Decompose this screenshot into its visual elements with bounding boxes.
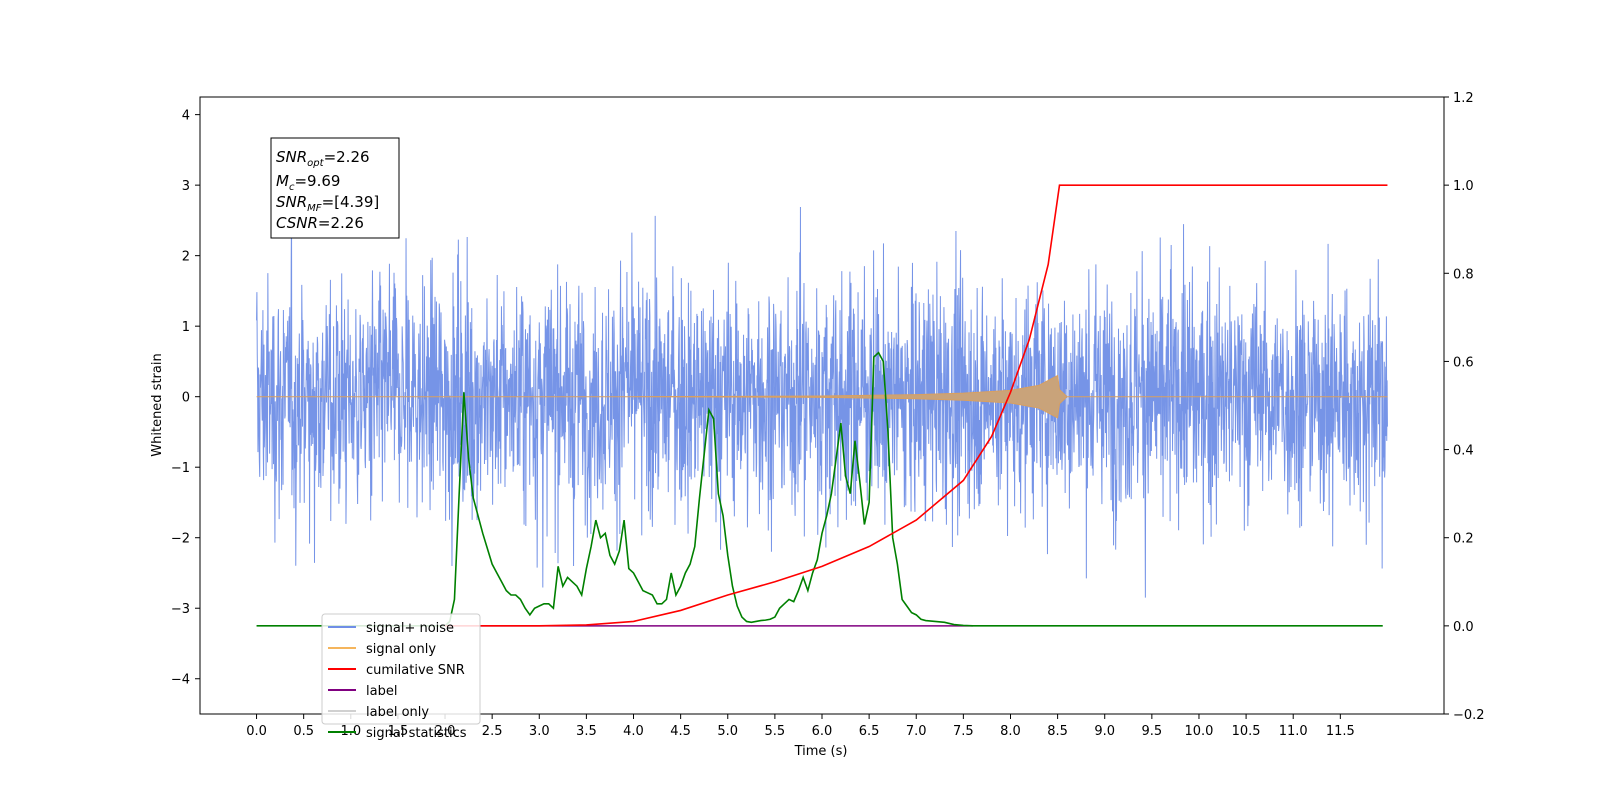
series-signal-noise-line	[256, 207, 1388, 598]
x-tick-label: 6.0	[812, 724, 833, 739]
x-tick-label: 10.0	[1184, 724, 1213, 739]
legend-entry-label: signal+ noise	[366, 621, 454, 636]
x-tick-label: 2.0	[435, 724, 456, 739]
left-y-tick-label: 0	[182, 391, 190, 406]
legend-entry-label: signal statistics	[366, 726, 467, 741]
x-tick-label: 5.0	[717, 724, 738, 739]
right-y-tick-label: 1.0	[1453, 179, 1474, 194]
legend-entry-label: cumilative SNR	[366, 663, 465, 678]
annotation-snr-opt: SNRopt=2.26	[276, 148, 370, 169]
annotation-snr-mf: SNRMF=[4.39]	[276, 193, 379, 214]
left-y-tick-label: 3	[182, 179, 190, 194]
left-y-axis-ticks: 4 3 2 1 0 −1 −2 −3 −4	[171, 109, 200, 688]
x-tick-label: 5.5	[765, 724, 786, 739]
series-signal-only-fill	[256, 374, 1388, 419]
left-y-tick-label: −3	[171, 602, 190, 617]
x-tick-label: 0.5	[293, 724, 314, 739]
legend-entry-label: signal only	[366, 642, 436, 657]
right-y-tick-label: 0.4	[1453, 444, 1474, 459]
left-y-tick-label: −2	[171, 532, 190, 547]
x-tick-label: 9.5	[1142, 724, 1163, 739]
legend: signal+ noise signal only cumilative SNR la…	[321, 613, 481, 741]
legend-entry-label: label only	[366, 705, 429, 720]
left-y-tick-label: −4	[171, 673, 190, 688]
left-y-tick-label: 4	[182, 109, 190, 124]
x-tick-label: 6.5	[859, 724, 880, 739]
annotation-frame	[270, 137, 400, 239]
right-y-tick-label: 0.0	[1453, 620, 1474, 635]
annotation-csnr: CSNR=2.26	[276, 214, 364, 232]
x-tick-label: 10.5	[1232, 724, 1261, 739]
legend-entry-label: label	[366, 684, 397, 699]
y-axis-label: Whitened strain	[150, 353, 165, 456]
x-tick-label: 2.5	[482, 724, 503, 739]
left-y-tick-label: 2	[182, 250, 190, 265]
x-tick-label: 7.5	[953, 724, 974, 739]
plot-area	[256, 184, 1388, 627]
x-tick-label: 11.5	[1326, 724, 1355, 739]
x-tick-label: 1.5	[388, 724, 409, 739]
right-y-tick-label: 0.2	[1453, 532, 1474, 547]
x-tick-label: 0.0	[246, 724, 267, 739]
x-tick-label: 4.0	[623, 724, 644, 739]
left-y-tick-label: 1	[182, 320, 190, 335]
legend-frame	[321, 613, 481, 725]
x-tick-label: 4.5	[670, 724, 691, 739]
annotation-mc: Mc=9.69	[276, 172, 340, 193]
x-tick-label: 11.0	[1279, 724, 1308, 739]
series-signal-statistics-line	[256, 351, 1383, 627]
x-tick-label: 3.5	[576, 724, 597, 739]
x-axis-label: Time (s)	[794, 744, 848, 759]
series-cumilative-snr-line	[445, 184, 1388, 627]
x-axis-ticks: 0.0 0.5 1.0 1.5 2.0 2.5 3.0 3.5 4.0 4.5 5.0 5.5 6.0 6…	[246, 714, 1355, 739]
x-tick-label: 3.0	[529, 724, 550, 739]
right-y-tick-label: −0.2	[1453, 708, 1485, 723]
right-y-tick-label: 0.6	[1453, 355, 1474, 370]
stats-annotation-box: SNRopt=2.26 Mc=9.69 SNRMF=[4.39] CSNR=2.…	[270, 137, 400, 239]
x-tick-label: 8.0	[1000, 724, 1021, 739]
x-tick-label: 9.0	[1094, 724, 1115, 739]
right-y-tick-label: 1.2	[1453, 91, 1474, 106]
left-y-tick-label: −1	[171, 461, 190, 476]
x-tick-label: 8.5	[1047, 724, 1068, 739]
right-y-tick-label: 0.8	[1453, 267, 1474, 282]
x-tick-label: 7.0	[906, 724, 927, 739]
right-y-axis-ticks: 1.2 1.0 0.8 0.6 0.4 0.2 0.0 −0.2	[1444, 91, 1485, 723]
